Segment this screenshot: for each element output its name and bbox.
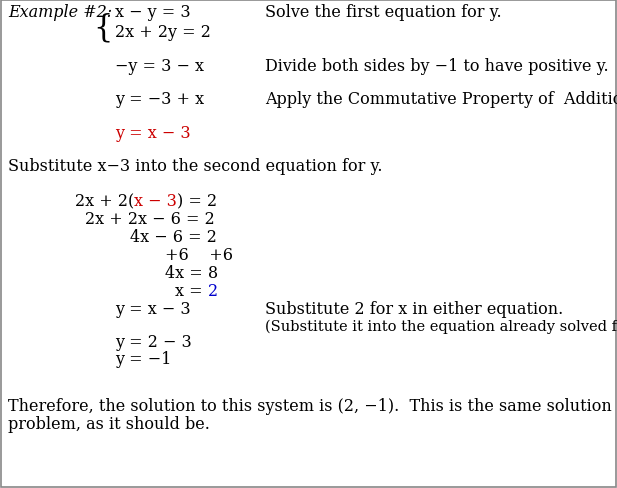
Text: (Substitute it into the equation already solved for y.): (Substitute it into the equation already… (265, 319, 617, 333)
Text: Substitute x−3 into the second equation for y.: Substitute x−3 into the second equation … (8, 158, 383, 175)
Text: Therefore, the solution to this system is (2, −1).  This is the same solution as: Therefore, the solution to this system i… (8, 397, 617, 414)
Text: y = −3 + x: y = −3 + x (115, 91, 204, 108)
Text: 2x + 2(: 2x + 2( (75, 193, 135, 209)
Text: 4x − 6 = 2: 4x − 6 = 2 (130, 228, 217, 245)
Text: y = x − 3: y = x − 3 (115, 125, 191, 142)
Text: y = −1: y = −1 (115, 350, 172, 367)
Text: +6    +6: +6 +6 (165, 246, 233, 264)
Text: x − 3: x − 3 (135, 193, 177, 209)
Text: 2x + 2y = 2: 2x + 2y = 2 (115, 24, 211, 41)
Text: 4x = 8: 4x = 8 (165, 264, 218, 282)
Text: y = x − 3: y = x − 3 (115, 301, 191, 317)
Text: {: { (93, 13, 113, 43)
Text: Divide both sides by −1 to have positive y.: Divide both sides by −1 to have positive… (265, 58, 608, 75)
Text: ) = 2: ) = 2 (177, 193, 217, 209)
Text: x =: x = (175, 283, 208, 299)
Text: −y = 3 − x: −y = 3 − x (115, 58, 204, 75)
Text: 2x + 2x − 6 = 2: 2x + 2x − 6 = 2 (85, 210, 215, 227)
Text: Substitute 2 for x in either equation.: Substitute 2 for x in either equation. (265, 301, 563, 317)
Text: Example #2:: Example #2: (8, 4, 112, 21)
Text: problem, as it should be.: problem, as it should be. (8, 415, 210, 432)
Text: 2: 2 (208, 283, 218, 299)
Text: Apply the Commutative Property of  Addition.: Apply the Commutative Property of Additi… (265, 91, 617, 108)
Text: x − y = 3: x − y = 3 (115, 4, 191, 21)
Text: Solve the first equation for y.: Solve the first equation for y. (265, 4, 502, 21)
Text: y = 2 − 3: y = 2 − 3 (115, 333, 192, 350)
